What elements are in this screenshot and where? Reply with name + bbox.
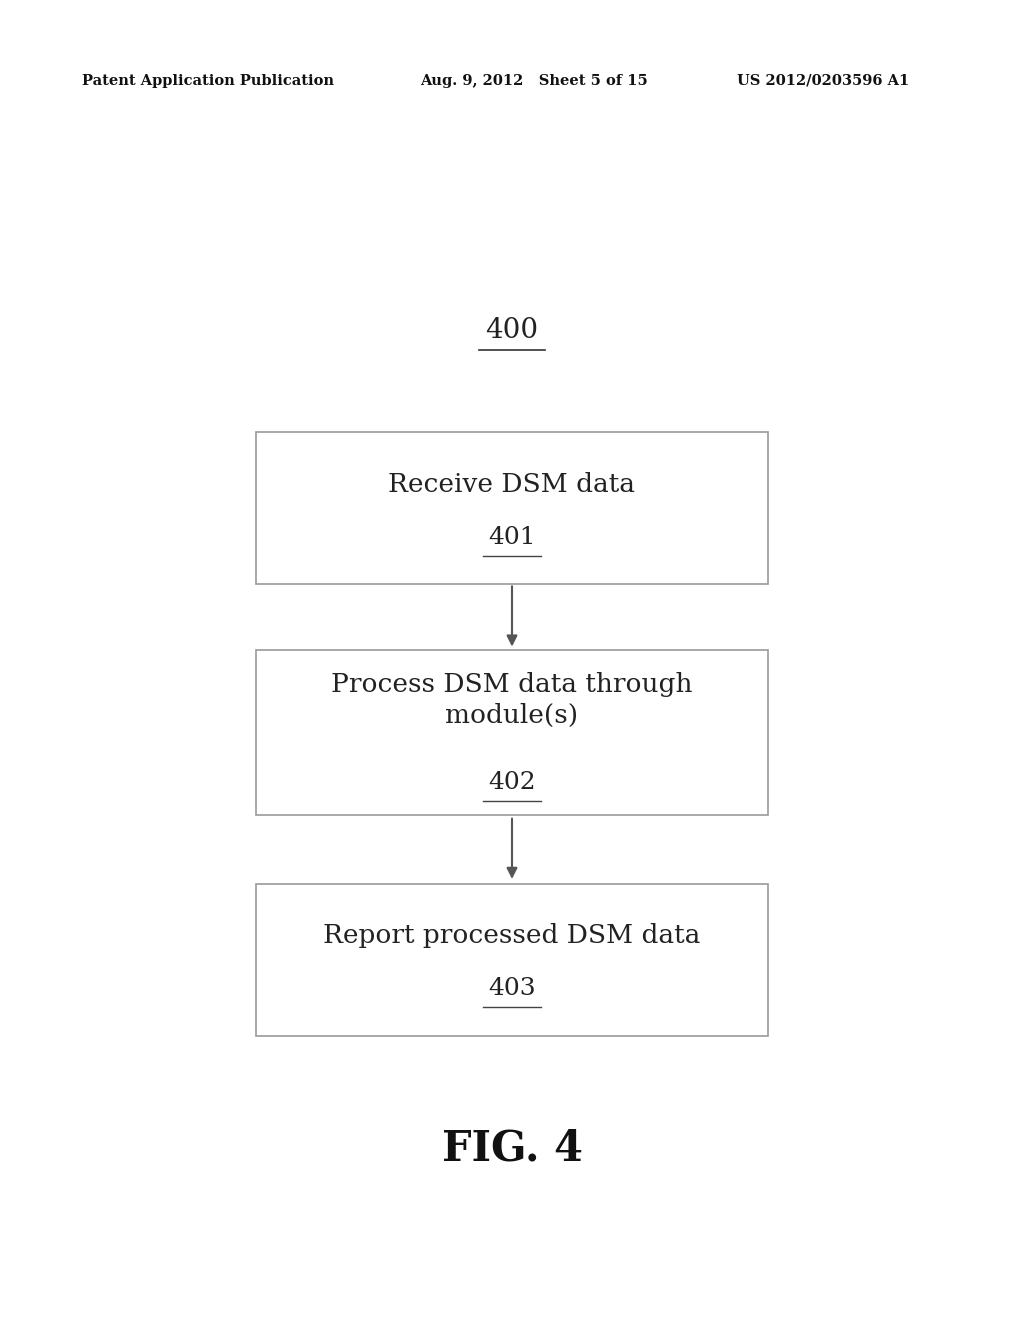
Bar xyxy=(256,433,768,583)
Text: 400: 400 xyxy=(485,317,539,343)
Text: Report processed DSM data: Report processed DSM data xyxy=(324,924,700,948)
Text: FIG. 4: FIG. 4 xyxy=(441,1127,583,1170)
Bar xyxy=(256,649,768,814)
Text: 402: 402 xyxy=(488,771,536,795)
Text: Aug. 9, 2012   Sheet 5 of 15: Aug. 9, 2012 Sheet 5 of 15 xyxy=(420,74,647,87)
Text: Patent Application Publication: Patent Application Publication xyxy=(82,74,334,87)
Text: Receive DSM data: Receive DSM data xyxy=(388,473,636,496)
Text: 401: 401 xyxy=(488,525,536,549)
Bar xyxy=(256,884,768,1035)
Text: 403: 403 xyxy=(488,977,536,1001)
Text: US 2012/0203596 A1: US 2012/0203596 A1 xyxy=(737,74,909,87)
Text: Process DSM data through
module(s): Process DSM data through module(s) xyxy=(331,672,693,727)
